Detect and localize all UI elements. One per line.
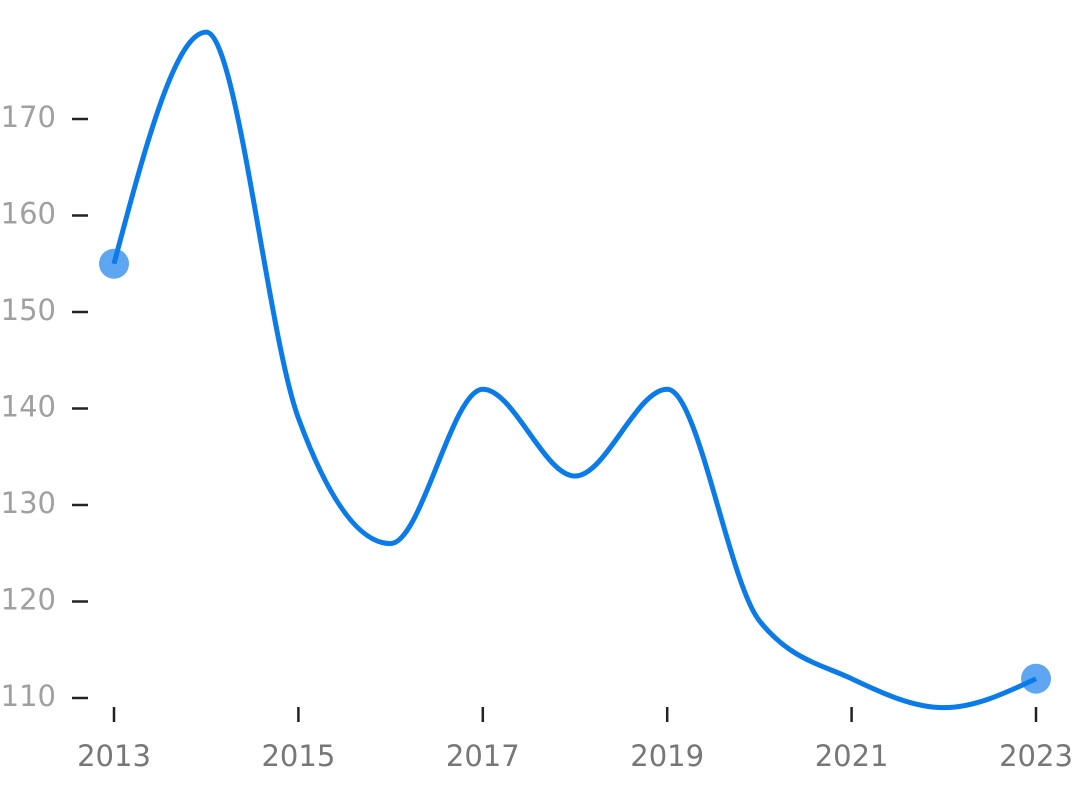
x-tick-label: 2023: [999, 739, 1073, 773]
x-tick-label: 2015: [261, 739, 335, 773]
x-tick-label: 2019: [630, 739, 704, 773]
y-tick-label: 130: [1, 486, 56, 520]
x-tick-label: 2021: [815, 739, 889, 773]
y-tick-label: 120: [1, 583, 56, 617]
y-tick-label: 110: [1, 679, 56, 713]
y-tick-label: 160: [1, 197, 56, 231]
y-tick-label: 140: [1, 390, 56, 424]
line: [111, 29, 1038, 711]
x-tick-label: 2013: [77, 739, 151, 773]
x-tick-label: 2017: [446, 739, 520, 773]
y-tick-label: 150: [1, 293, 56, 327]
y-tick-label: 170: [1, 100, 56, 134]
